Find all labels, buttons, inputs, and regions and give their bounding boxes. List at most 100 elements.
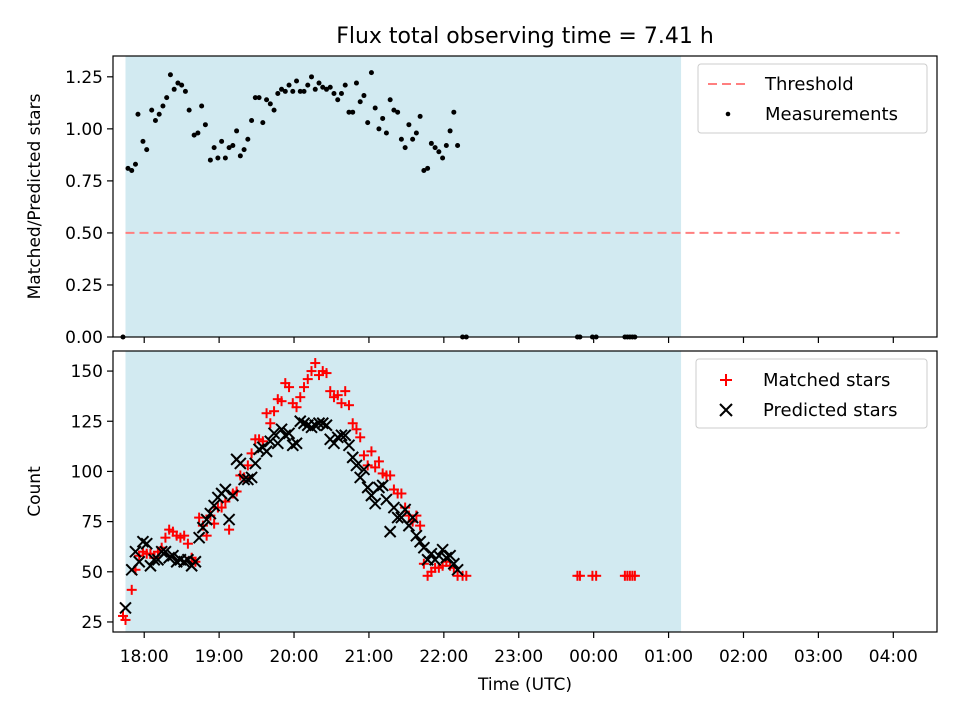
measurement-point — [376, 126, 382, 132]
predicted-star-point — [305, 421, 318, 434]
measurement-point — [252, 95, 258, 101]
measurement-point — [207, 157, 213, 163]
matched-star-point — [182, 538, 193, 549]
legend-measurements-label: Measurements — [765, 104, 898, 125]
predicted-star-point — [410, 529, 423, 542]
measurement-point — [226, 145, 232, 151]
measurement-point — [432, 145, 438, 151]
measurement-point — [383, 130, 389, 136]
y-tick-label: 150 — [71, 362, 103, 382]
x-axis-label: Time (UTC) — [477, 675, 572, 695]
measurement-point — [297, 88, 303, 94]
legend: Threshold Measurements — [697, 63, 928, 134]
y-tick-label: 1.00 — [65, 120, 103, 140]
predicted-star-point — [162, 551, 176, 564]
predicted-star-point — [136, 535, 150, 548]
x-tick-label: 02:00 — [719, 647, 768, 667]
predicted-star-point — [376, 479, 389, 492]
matched-star-point — [310, 358, 321, 369]
measurement-point — [361, 93, 367, 99]
matched-star-point — [321, 368, 332, 379]
predicted-star-point — [264, 435, 277, 448]
predicted-star-point — [297, 417, 311, 430]
predicted-star-point — [312, 417, 326, 430]
matched-star-point — [160, 532, 171, 543]
predicted-star-point — [402, 519, 416, 532]
measurement-point — [129, 167, 135, 173]
measurement-point — [417, 113, 423, 119]
measurement-point — [368, 70, 374, 76]
predicted-star-point — [267, 427, 281, 440]
predicted-star-point — [286, 439, 299, 452]
measurement-point — [323, 86, 329, 92]
measurement-point — [271, 107, 277, 113]
measurement-point — [353, 80, 359, 86]
y-axis-label: Matched/Predicted stars — [25, 93, 45, 299]
x-tick-label: 22:00 — [419, 647, 468, 667]
predicted-star-point — [144, 559, 157, 572]
matched-star-point — [461, 570, 472, 581]
predicted-star-point — [241, 473, 255, 486]
y-tick-label: 1.25 — [65, 68, 103, 88]
legend-predicted-swatch — [719, 403, 733, 417]
y-tick-label: 0.75 — [65, 172, 103, 192]
predicted-star-point — [425, 547, 438, 560]
measurement-point — [167, 72, 173, 78]
legend-matched-label: Matched stars — [763, 370, 890, 391]
predicted-star-point — [129, 545, 142, 558]
y-tick-label: 0.00 — [65, 328, 103, 348]
matched-star-point — [269, 406, 280, 417]
matched-star-point — [325, 386, 336, 397]
predicted-star-point — [342, 439, 356, 452]
x-tick-label: 01:00 — [644, 647, 693, 667]
measurement-point — [350, 109, 356, 115]
measurement-point — [440, 155, 446, 161]
measurement-point — [455, 143, 461, 149]
predicted-star-point — [181, 553, 195, 566]
measurement-point — [290, 88, 296, 94]
predicted-star-point — [346, 451, 359, 464]
measurement-point — [199, 103, 205, 109]
predicted-star-point — [339, 429, 352, 442]
predicted-star-point — [320, 419, 333, 432]
measurement-point — [245, 136, 251, 142]
matched-star-point — [194, 512, 205, 523]
predicted-star-point — [200, 513, 213, 526]
predicted-star-point — [316, 417, 329, 430]
x-tick-label: 00:00 — [569, 647, 618, 667]
matched-star-point — [366, 446, 377, 457]
predicted-star-point — [159, 545, 172, 558]
axes-frame — [112, 55, 938, 338]
predicted-star-point — [440, 551, 453, 564]
predicted-star-point — [279, 429, 292, 442]
x-tick-label: 23:00 — [494, 647, 543, 667]
measurement-point — [279, 86, 285, 92]
measurement-point — [182, 88, 188, 94]
predicted-star-point — [357, 463, 371, 476]
measurement-point — [294, 78, 300, 84]
matched-star-point — [358, 450, 369, 461]
measurement-point — [421, 167, 427, 173]
measurement-point — [365, 120, 371, 126]
measurement-point — [338, 90, 344, 96]
measurement-point — [331, 90, 337, 96]
predicted-star-point — [166, 549, 180, 562]
predicted-star-point — [140, 537, 153, 550]
measurement-point — [237, 153, 243, 159]
measurement-point — [380, 115, 386, 121]
y-tick-label: 75 — [81, 513, 103, 533]
legend-matched-swatch — [720, 374, 732, 386]
x-axis-ticks: 18:00 19:00 20:00 21:00 22:00 23:00 00:00 01:00… — [120, 632, 918, 667]
predicted-stars-points — [119, 415, 464, 615]
matched-star-point — [242, 460, 253, 471]
matched-star-point — [224, 524, 235, 535]
predicted-star-point — [290, 437, 303, 450]
axes-frame — [112, 350, 938, 633]
measurement-point — [335, 97, 341, 103]
measurement-point — [282, 88, 288, 94]
predicted-star-point — [331, 431, 344, 444]
measurement-point — [436, 149, 442, 155]
measurement-point — [164, 95, 170, 101]
measurement-point — [160, 103, 166, 109]
